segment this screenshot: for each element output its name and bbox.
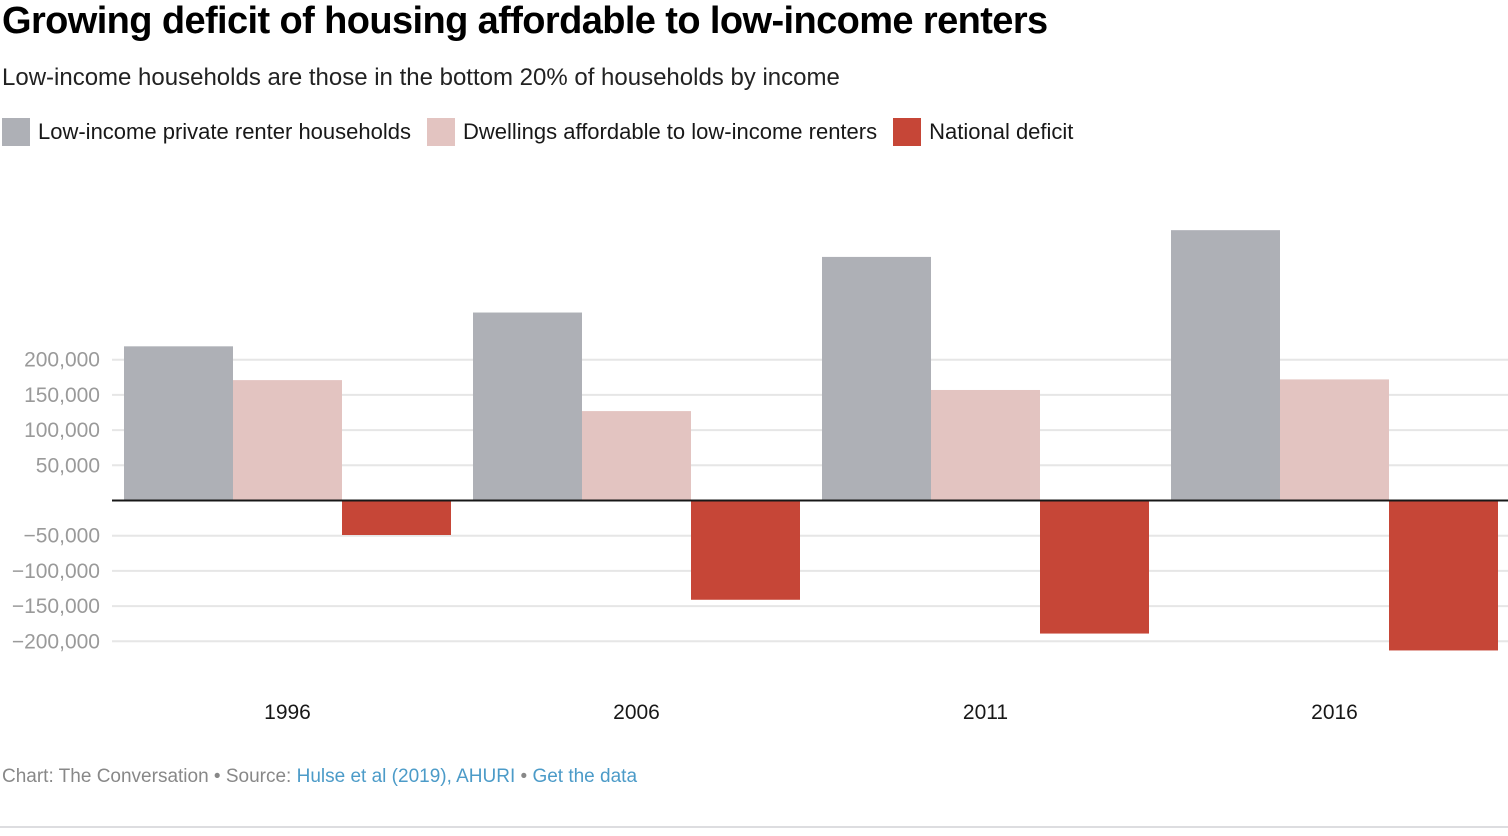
legend-item-renter-households: Low-income private renter households <box>2 118 411 146</box>
bar-dwellings-affordable-to-low-income-renters-2011 <box>931 389 1040 501</box>
legend-swatch-renter-households <box>2 118 30 146</box>
chart-subtitle: Low-income households are those in the b… <box>2 64 840 91</box>
chart-title: Growing deficit of housing affordable to… <box>2 0 1048 42</box>
bar-dwellings-affordable-to-low-income-renters-1996 <box>233 380 342 501</box>
bar-national-deficit-2011 <box>1040 500 1149 634</box>
y-tick-label: −200,000 <box>12 630 100 653</box>
legend-item-national-deficit: National deficit <box>893 118 1073 146</box>
bar-national-deficit-2006 <box>691 500 800 600</box>
x-tick-label-2016: 2016 <box>1311 701 1358 724</box>
legend-item-affordable-dwellings: Dwellings affordable to low-income rente… <box>426 118 878 146</box>
y-tick-label: −150,000 <box>12 595 100 618</box>
x-tick-label-2011: 2011 <box>963 701 1008 724</box>
chart-footer: Chart: The Conversation • Source: Hulse … <box>2 766 637 788</box>
legend-swatch-affordable-dwellings <box>426 118 455 146</box>
bar-dwellings-affordable-to-low-income-renters-2006 <box>582 411 691 501</box>
bar-chart: 200,000 150,000 100,000 50,000 −50,000 −100,0… <box>12 230 1508 724</box>
y-tick-label: 100,000 <box>24 419 100 442</box>
x-tick-label-2006: 2006 <box>613 701 660 724</box>
legend-label-affordable-dwellings: Dwellings affordable to low-income rente… <box>462 119 878 144</box>
bar-dwellings-affordable-to-low-income-renters-2016 <box>1280 379 1389 501</box>
x-tick-label-1996: 1996 <box>264 701 311 724</box>
footer-divider <box>0 826 1508 828</box>
y-tick-label: 50,000 <box>36 454 100 477</box>
source-link[interactable]: Hulse et al (2019), AHURI <box>296 766 516 787</box>
bar-low-income-private-renter-households-2006 <box>473 312 582 501</box>
bar-national-deficit-1996 <box>342 500 451 535</box>
get-the-data-link[interactable]: Get the data <box>532 766 638 787</box>
bar-national-deficit-2016 <box>1389 500 1498 651</box>
legend-label-national-deficit: National deficit <box>929 119 1074 144</box>
bar-low-income-private-renter-households-2016 <box>1171 230 1280 501</box>
y-tick-label: −100,000 <box>12 560 100 583</box>
y-axis-ticks: 200,000 150,000 100,000 50,000 −50,000 −100,0… <box>12 349 100 654</box>
y-tick-label: 200,000 <box>24 349 100 372</box>
y-tick-label: 150,000 <box>24 384 100 407</box>
legend-label-renter-households: Low-income private renter households <box>38 119 411 144</box>
y-tick-label: −50,000 <box>24 525 101 548</box>
x-axis-ticks: 1996 2006 2011 2016 <box>264 701 1358 724</box>
bar-low-income-private-renter-households-2011 <box>822 256 931 501</box>
footer-separator: • <box>515 766 533 787</box>
footer-credit: Chart: The Conversation • Source: <box>2 766 297 787</box>
legend: Low-income private renter households Dwe… <box>2 118 1089 146</box>
bars <box>124 230 1498 651</box>
bar-low-income-private-renter-households-1996 <box>124 346 233 501</box>
legend-swatch-national-deficit <box>893 118 922 146</box>
